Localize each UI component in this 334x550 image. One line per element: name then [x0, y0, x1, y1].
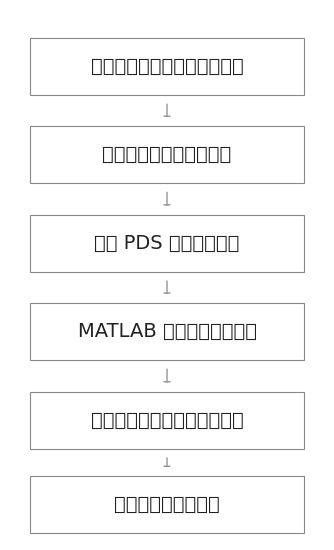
Text: 建立涡轮盘应力分析模型: 建立涡轮盘应力分析模型	[103, 145, 231, 164]
Text: 计算不同工况下涡轮盘可靠度: 计算不同工况下涡轮盘可靠度	[91, 411, 243, 430]
Bar	[30, 126, 304, 183]
Bar	[30, 38, 304, 95]
Text: MATLAB 蒙特卡罗仿真实验: MATLAB 蒙特卡罗仿真实验	[77, 322, 257, 341]
Bar	[30, 392, 304, 449]
Bar	[30, 215, 304, 272]
Bar	[30, 476, 304, 533]
Text: 计算随机变量灵敏度: 计算随机变量灵敏度	[114, 495, 220, 514]
Text: 建立涡轮盘随机变量数学模型: 建立涡轮盘随机变量数学模型	[91, 57, 243, 76]
Bar	[30, 303, 304, 360]
Text: 进行 PDS 蒙特卡罗分析: 进行 PDS 蒙特卡罗分析	[94, 234, 240, 253]
